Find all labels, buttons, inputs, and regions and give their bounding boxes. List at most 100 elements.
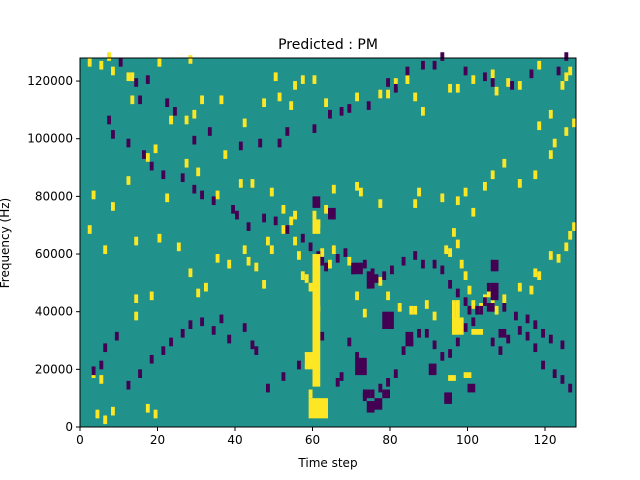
heatmap-cell-negative xyxy=(200,317,205,327)
heatmap-cell-negative xyxy=(207,127,212,136)
heatmap-cell-positive xyxy=(556,254,561,263)
heatmap-block-positive xyxy=(316,305,321,312)
heatmap-cell-negative xyxy=(479,305,484,315)
heatmap-cell-negative xyxy=(335,254,340,263)
heatmap-cell-negative xyxy=(138,369,143,378)
x-tick-label: 60 xyxy=(305,433,320,447)
heatmap-block-negative xyxy=(382,311,394,329)
heatmap-cell-positive xyxy=(502,158,507,168)
heatmap-cell-negative xyxy=(378,383,383,393)
y-tick-label: 120000 xyxy=(27,74,73,88)
heatmap-cell-positive xyxy=(277,92,282,102)
x-axis-ticks: 0 20 40 60 80 100 120 xyxy=(76,427,556,447)
heatmap-cell-negative xyxy=(440,265,445,275)
heatmap-cell-positive xyxy=(297,251,301,260)
heatmap-cell-positive xyxy=(362,308,367,318)
heatmap-cell-positive xyxy=(471,207,476,217)
heatmap-cell-negative xyxy=(514,311,518,321)
x-tick-label: 20 xyxy=(150,433,165,447)
heatmap-cell-negative xyxy=(103,343,108,353)
heatmap-cell-negative xyxy=(142,150,146,159)
heatmap-cell-positive xyxy=(486,288,491,298)
heatmap-cells xyxy=(87,52,577,425)
heatmap-cell-positive xyxy=(517,179,522,188)
heatmap-cell-negative xyxy=(483,297,487,306)
y-tick-label: 80000 xyxy=(35,189,73,203)
heatmap-cell-positive xyxy=(331,245,336,255)
heatmap-background xyxy=(80,58,576,427)
heatmap-cell-negative xyxy=(285,225,290,234)
heatmap-cell-positive xyxy=(572,222,577,231)
heatmap-cell-positive xyxy=(440,193,445,203)
heatmap-cell-positive xyxy=(130,95,135,105)
heatmap-cell-negative xyxy=(471,317,476,327)
heatmap-cell-positive xyxy=(471,300,476,309)
heatmap-cell-positive xyxy=(157,58,162,67)
heatmap-block-negative xyxy=(366,401,375,413)
heatmap-cell-negative xyxy=(238,141,243,151)
heatmap-cell-negative xyxy=(173,107,177,116)
heatmap-cell-positive xyxy=(99,375,104,384)
heatmap-cell-positive xyxy=(413,199,418,208)
heatmap-cell-negative xyxy=(564,52,569,61)
heatmap-cell-negative xyxy=(200,190,205,200)
heatmap-cell-negative xyxy=(529,69,534,79)
heatmap-cell-negative xyxy=(401,256,406,266)
heatmap-cell-positive xyxy=(111,406,115,416)
heatmap-cell-negative xyxy=(362,259,367,269)
heatmap-cell-positive xyxy=(568,66,573,76)
heatmap-cell-negative xyxy=(188,320,193,329)
heatmap-cell-negative xyxy=(169,337,174,347)
heatmap-cell-positive xyxy=(355,291,360,301)
y-tick-label: 20000 xyxy=(35,362,73,376)
heatmap-cell-positive xyxy=(564,72,569,82)
heatmap-cell-positive xyxy=(459,259,464,269)
heatmap-cell-negative xyxy=(149,161,154,171)
heatmap-cell-positive xyxy=(320,248,325,257)
heatmap-cell-positive xyxy=(188,268,193,278)
heatmap-cell-negative xyxy=(312,124,317,133)
heatmap-cell-positive xyxy=(254,262,259,272)
heatmap-cell-positive xyxy=(331,184,336,194)
heatmap-cell-positive xyxy=(533,170,538,180)
heatmap-cell-positive xyxy=(281,225,286,234)
y-tick-label: 40000 xyxy=(35,305,73,319)
heatmap-cell-positive xyxy=(242,245,247,255)
heatmap-cell-negative xyxy=(180,328,185,338)
chart-title: Predicted : PM xyxy=(278,37,378,53)
heatmap-cell-positive xyxy=(269,187,274,197)
x-axis-label: Time step xyxy=(297,456,357,470)
heatmap-cell-positive xyxy=(463,187,468,197)
heatmap-block-negative xyxy=(467,383,476,393)
heatmap-cell-negative xyxy=(250,340,255,350)
heatmap-cell-positive xyxy=(126,72,131,82)
heatmap-cell-positive xyxy=(300,271,305,280)
heatmap-cell-positive xyxy=(134,311,139,321)
heatmap-cell-negative xyxy=(405,66,410,76)
heatmap-cell-negative xyxy=(335,377,340,387)
heatmap-cell-negative xyxy=(421,259,425,269)
heatmap-cell-negative xyxy=(510,81,515,90)
heatmap-cell-positive xyxy=(471,75,476,84)
heatmap-cell-positive xyxy=(153,409,158,419)
heatmap-cell-negative xyxy=(490,337,495,347)
heatmap-cell-positive xyxy=(157,233,162,243)
heatmap-cell-positive xyxy=(165,193,170,203)
heatmap-cell-positive xyxy=(87,58,92,67)
heatmap-cell-negative xyxy=(308,242,313,252)
heatmap-block-negative xyxy=(374,398,383,410)
heatmap-block-negative xyxy=(382,389,390,399)
heatmap-cell-negative xyxy=(262,213,267,223)
heatmap-cell-negative xyxy=(374,274,379,283)
heatmap-cell-positive xyxy=(281,205,286,214)
heatmap-cell-positive xyxy=(204,282,208,292)
heatmap-cell-positive xyxy=(266,236,270,246)
heatmap-block-negative xyxy=(486,303,495,312)
heatmap-cell-positive xyxy=(103,245,108,255)
heatmap-cell-positive xyxy=(378,199,383,208)
heatmap-cell-positive xyxy=(548,109,553,119)
heatmap-cell-positive xyxy=(564,242,569,252)
heatmap-cell-positive xyxy=(242,118,247,128)
heatmap-block-positive xyxy=(308,389,313,399)
heatmap-cell-positive xyxy=(111,66,115,76)
